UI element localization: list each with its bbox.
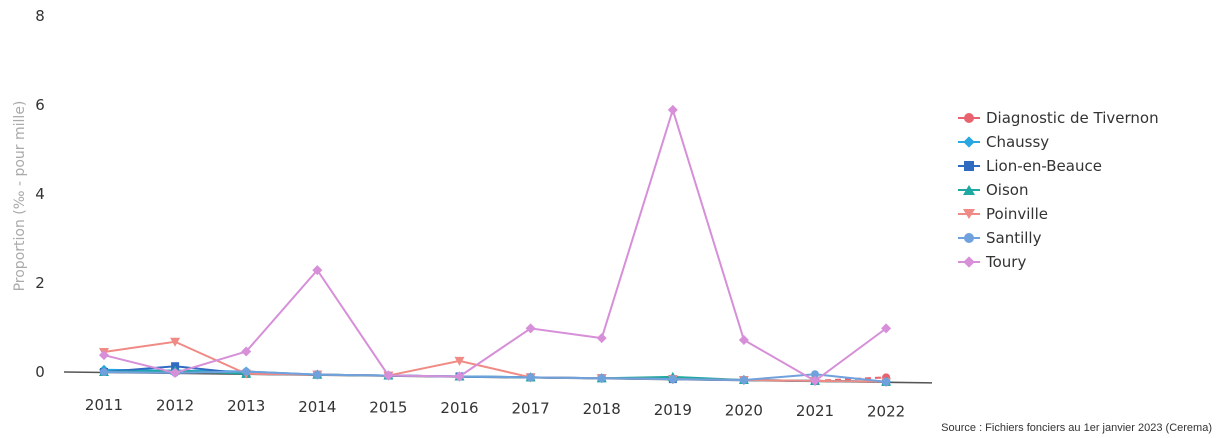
- y-axis: 0 2 4 6 8: [35, 7, 45, 381]
- data-point: [170, 367, 181, 378]
- series-line: [103, 106, 887, 383]
- legend-label: Poinville: [986, 205, 1048, 223]
- data-point: [383, 370, 394, 381]
- y-tick-label: 4: [35, 185, 45, 203]
- legend-swatch-icon: [958, 159, 980, 173]
- series-line: [103, 370, 887, 383]
- legend-swatch-icon: [958, 231, 980, 245]
- x-tick-label: 2018: [583, 400, 621, 418]
- data-point: [454, 371, 465, 382]
- series-toury: [99, 104, 892, 386]
- legend-label: Lion-en-Beauce: [986, 157, 1102, 175]
- y-axis-label: Proportion (‰ - pour mille): [12, 101, 28, 292]
- legend-swatch-icon: [958, 255, 980, 269]
- data-point: [241, 346, 252, 357]
- y-tick-label: 8: [35, 7, 45, 25]
- legend-swatch-icon: [958, 111, 980, 125]
- data-point: [526, 373, 535, 382]
- data-point: [596, 333, 607, 344]
- x-tick-label: 2021: [796, 402, 834, 420]
- legend-label: Santilly: [986, 229, 1042, 247]
- data-point: [454, 356, 465, 366]
- series-line: [103, 340, 887, 383]
- data-point: [170, 337, 181, 347]
- data-point: [739, 375, 748, 384]
- x-tick-label: 2019: [654, 401, 692, 419]
- x-tick-label: 2012: [156, 397, 194, 415]
- x-tick-label: 2016: [440, 399, 478, 417]
- y-tick-label: 2: [35, 274, 45, 292]
- legend-swatch-icon: [958, 207, 980, 221]
- data-point: [597, 374, 606, 383]
- legend-item[interactable]: Lion-en-Beauce: [958, 154, 1159, 178]
- legend-item[interactable]: Diagnostic de Tivernon: [958, 106, 1159, 130]
- source-note: Source : Fichiers fonciers au 1er janvie…: [941, 422, 1212, 434]
- data-point: [313, 370, 322, 379]
- legend-swatch-icon: [958, 183, 980, 197]
- data-point: [811, 370, 819, 379]
- legend-item[interactable]: Santilly: [958, 226, 1159, 250]
- legend-item[interactable]: Chaussy: [958, 130, 1159, 154]
- x-tick-label: 2011: [85, 396, 123, 414]
- data-point: [738, 334, 749, 345]
- data-point: [882, 377, 891, 386]
- legend-swatch-icon: [958, 135, 980, 149]
- x-tick-label: 2017: [512, 400, 550, 418]
- y-tick-label: 0: [35, 363, 45, 381]
- legend-label: Chaussy: [986, 133, 1050, 151]
- data-point: [99, 350, 109, 361]
- data-point: [667, 104, 678, 115]
- series-group: [99, 104, 892, 387]
- x-tick-label: 2014: [298, 398, 336, 416]
- legend-item[interactable]: Poinville: [958, 202, 1159, 226]
- data-point: [668, 375, 677, 384]
- legend-item[interactable]: Oison: [958, 178, 1159, 202]
- x-tick-label: 2020: [725, 401, 763, 419]
- x-tick-label: 2022: [867, 403, 905, 421]
- series-poinville: [99, 337, 892, 387]
- x-axis: 2011 2012 2013 2014 2015 2016 2017 2018 2019 2020…: [63, 371, 933, 421]
- legend-label: Toury: [986, 253, 1027, 271]
- legend: Diagnostic de Tivernon Chaussy Lion-en-Bea…: [958, 106, 1159, 274]
- data-point: [312, 265, 323, 276]
- data-point: [100, 368, 108, 376]
- legend-label: Diagnostic de Tivernon: [986, 109, 1159, 127]
- x-tick-label: 2015: [369, 398, 407, 416]
- legend-item[interactable]: Toury: [958, 250, 1159, 274]
- y-tick-label: 6: [35, 96, 45, 114]
- data-point: [242, 367, 251, 376]
- data-point: [881, 323, 892, 334]
- x-tick-label: 2013: [227, 397, 265, 415]
- legend-label: Oison: [986, 181, 1029, 199]
- data-point: [525, 323, 536, 334]
- data-point: [810, 375, 820, 386]
